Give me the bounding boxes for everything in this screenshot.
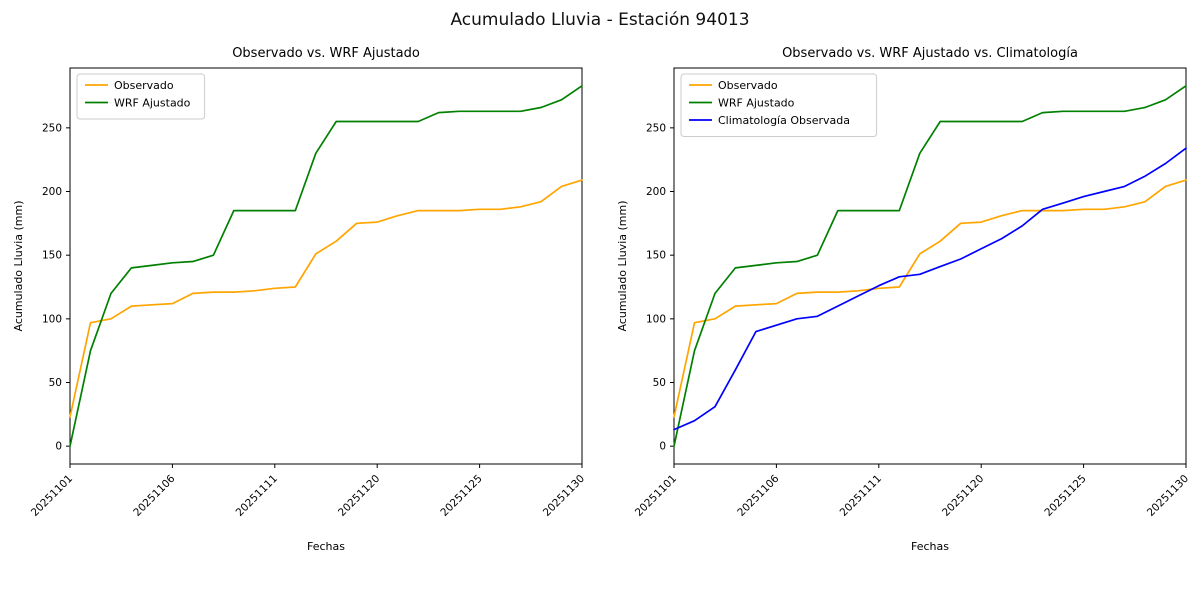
legend-label: Observado bbox=[114, 79, 174, 92]
x-tick-label: 20251125 bbox=[438, 473, 484, 519]
x-tick-label: 20251111 bbox=[838, 473, 884, 519]
x-tick-label: 20251130 bbox=[1145, 473, 1191, 519]
legend-box bbox=[76, 73, 206, 120]
series-line-climatolog-a-observada bbox=[673, 147, 1187, 431]
y-axis-label: Acumulado Lluvia (mm) bbox=[616, 200, 629, 331]
series-line-wrf-ajustado bbox=[69, 84, 583, 448]
y-tick-label: 150 bbox=[42, 250, 62, 262]
legend-label: WRF Ajustado bbox=[718, 97, 795, 110]
x-tick-label: 20251101 bbox=[633, 473, 679, 519]
legend-label: Climatología Observada bbox=[718, 114, 850, 127]
series-line-observado bbox=[673, 179, 1187, 418]
y-tick-label: 0 bbox=[55, 441, 62, 453]
chart-svg-0: Observado vs. WRF Ajustado 0 50 100 150 200 25… bbox=[12, 46, 587, 553]
plot-border bbox=[673, 67, 1187, 465]
legend-label: Observado bbox=[718, 79, 778, 92]
x-axis-label: Fechas bbox=[911, 540, 949, 553]
y-tick-label: 200 bbox=[646, 186, 666, 198]
x-axis-label: Fechas bbox=[307, 540, 345, 553]
y-tick-label: 250 bbox=[646, 122, 666, 134]
series-line-observado bbox=[69, 179, 583, 418]
x-tick-label: 20251106 bbox=[735, 472, 782, 519]
y-tick-label: 250 bbox=[42, 122, 62, 134]
y-tick-label: 100 bbox=[42, 313, 62, 325]
subplot-left: Observado vs. WRF Ajustado 0 50 100 150 200 25… bbox=[8, 40, 593, 590]
x-tick-label: 20251101 bbox=[29, 473, 75, 519]
y-tick-label: 50 bbox=[49, 377, 62, 389]
subplot-title: Observado vs. WRF Ajustado bbox=[232, 46, 420, 61]
series-line-wrf-ajustado bbox=[673, 84, 1187, 448]
x-tick-label: 20251106 bbox=[131, 472, 178, 519]
legend-label: WRF Ajustado bbox=[114, 97, 191, 110]
subplot-title: Observado vs. WRF Ajustado vs. Climatolo… bbox=[782, 46, 1078, 61]
x-tick-label: 20251120 bbox=[940, 473, 986, 519]
y-tick-label: 0 bbox=[659, 441, 666, 453]
x-tick-label: 20251125 bbox=[1042, 473, 1088, 519]
legend-box bbox=[680, 73, 878, 137]
x-tick-label: 20251111 bbox=[234, 473, 280, 519]
figure-title: Acumulado Lluvia - Estación 94013 bbox=[450, 10, 750, 30]
subplot-right: Observado vs. WRF Ajustado vs. Climatolo… bbox=[612, 40, 1197, 590]
y-tick-label: 100 bbox=[646, 313, 666, 325]
x-tick-label: 20251130 bbox=[541, 473, 587, 519]
y-tick-label: 50 bbox=[653, 377, 666, 389]
y-tick-label: 150 bbox=[646, 250, 666, 262]
chart-svg-1: Observado vs. WRF Ajustado vs. Climatolo… bbox=[616, 46, 1191, 553]
x-tick-label: 20251120 bbox=[336, 473, 382, 519]
y-axis-label: Acumulado Lluvia (mm) bbox=[12, 200, 25, 331]
plot-border bbox=[69, 67, 583, 465]
y-tick-label: 200 bbox=[42, 186, 62, 198]
